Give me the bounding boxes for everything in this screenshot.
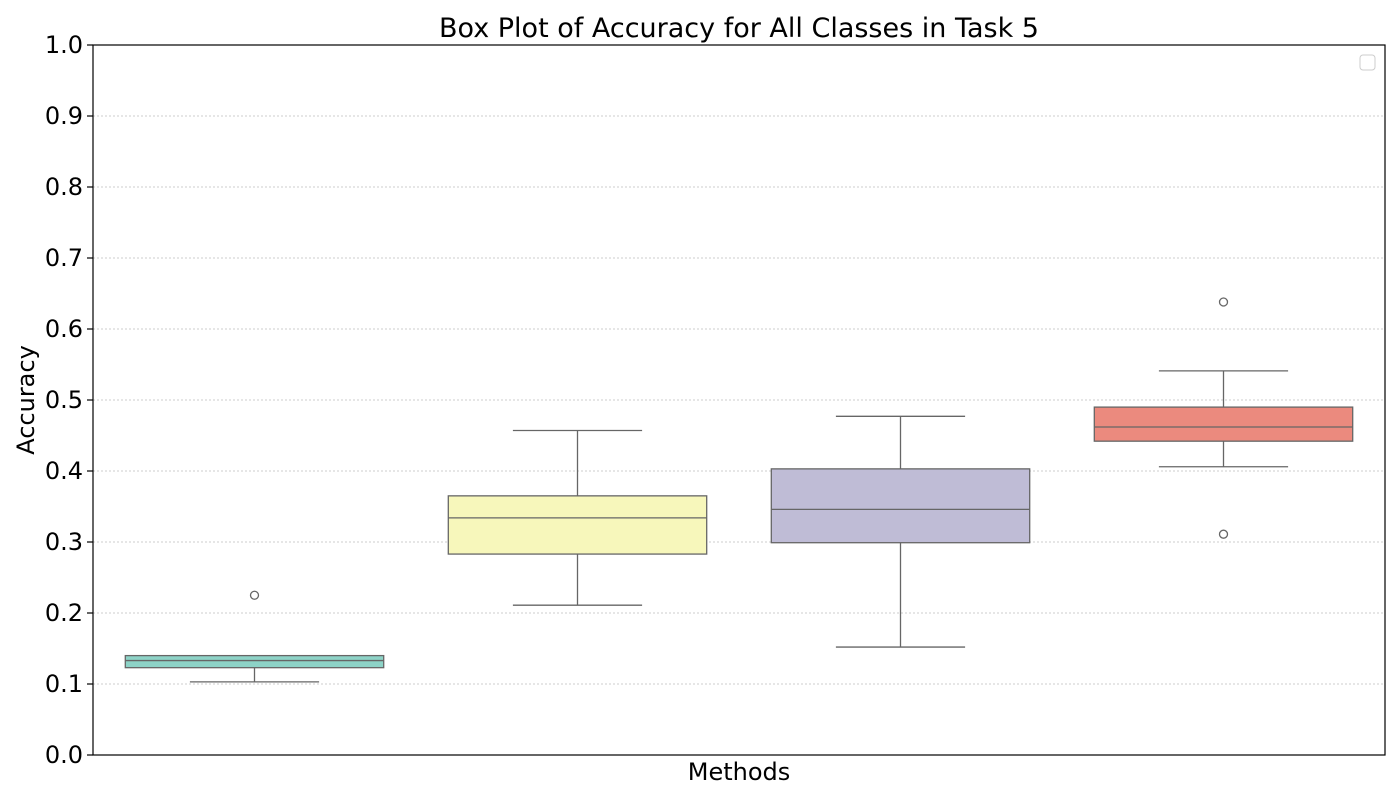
outlier-point	[1218, 529, 1229, 539]
y-axis-ticks: 0.0 0.1 0.2 0.3 0.4 0.5 0.6 0.7 0.8 0.9 1.0	[45, 31, 93, 769]
y-tick-label: 0.5	[45, 386, 83, 414]
boxes	[124, 297, 1354, 683]
iqr-box	[1093, 406, 1354, 442]
y-tick-label: 0.6	[45, 315, 83, 343]
box-2	[447, 429, 708, 606]
y-tick-label: 0.1	[45, 670, 83, 698]
y-tick-label: 0.7	[45, 244, 83, 272]
iqr-box	[124, 654, 385, 669]
box-3	[770, 415, 1031, 648]
x-axis-label: Methods	[688, 758, 791, 786]
y-tick-label: 0.3	[45, 528, 83, 556]
outlier-point	[249, 590, 260, 600]
box-1	[124, 590, 385, 683]
legend	[1359, 54, 1376, 71]
iqr-box	[770, 468, 1031, 544]
chart-title: Box Plot of Accuracy for All Classes in …	[439, 13, 1039, 44]
iqr-box	[447, 495, 708, 555]
y-tick-label: 0.0	[45, 741, 83, 769]
y-axis-label: Accuracy	[12, 345, 40, 455]
y-tick-label: 0.4	[45, 457, 83, 485]
y-tick-label: 0.2	[45, 599, 83, 627]
box-4	[1093, 297, 1354, 539]
grid-lines	[93, 115, 1385, 685]
y-tick-label: 0.9	[45, 102, 83, 130]
y-tick-label: 1.0	[45, 31, 83, 59]
outlier-point	[1218, 297, 1229, 307]
y-tick-label: 0.8	[45, 173, 83, 201]
